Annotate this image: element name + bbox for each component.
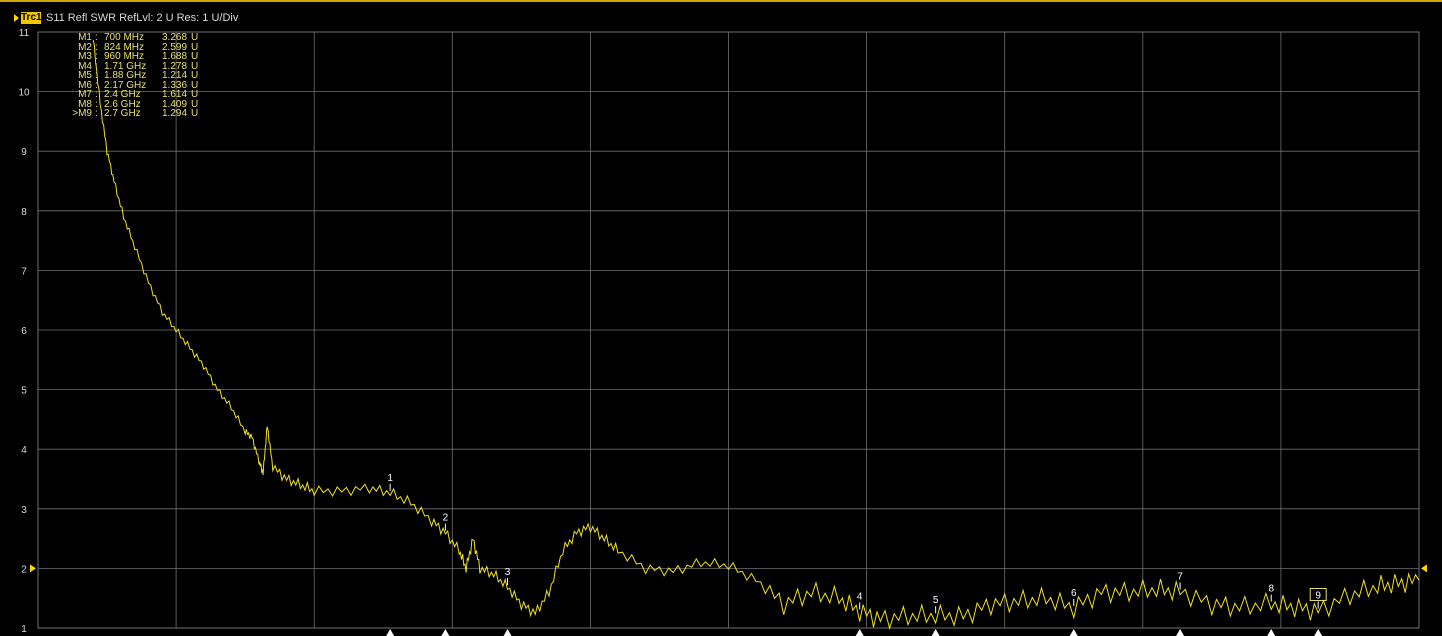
marker-label: 6	[1071, 588, 1077, 599]
marker-frequency: 2.17 GHz	[104, 79, 147, 91]
marker-position-triangle-icon	[1069, 629, 1078, 636]
marker-separator: :	[95, 108, 98, 119]
y-tick-label: 6	[21, 326, 27, 337]
marker-name: M6	[78, 79, 92, 91]
marker-value: 1.214	[162, 70, 188, 81]
marker-name: M2	[78, 41, 92, 53]
marker-separator: :	[95, 41, 98, 53]
marker-value: 2.599	[162, 41, 188, 53]
marker-position-triangle-icon	[1176, 629, 1185, 636]
y-tick-label: 9	[21, 147, 27, 158]
marker-separator: :	[95, 98, 98, 110]
active-marker-box	[1309, 587, 1327, 601]
marker-frequency: 2.7 GHz	[104, 108, 141, 119]
marker-position-triangle-icon	[1314, 629, 1323, 636]
trace-badge-label: Trc1	[21, 12, 42, 24]
y-tick-label: 2	[21, 564, 27, 575]
marker-label: 3	[505, 567, 511, 578]
marker-unit: U	[191, 32, 199, 43]
marker-frequency: 700 MHz	[104, 32, 145, 43]
marker-separator: :	[95, 32, 98, 43]
marker-frequency: 824 MHz	[104, 41, 145, 53]
marker-frequency: 960 MHz	[104, 51, 145, 62]
marker-name: M7	[78, 89, 92, 100]
swr-trace-line	[92, 39, 1420, 631]
marker-label: 4	[857, 591, 863, 602]
marker-frequency: 2.4 GHz	[104, 89, 141, 100]
marker-name: M1	[78, 32, 92, 43]
reference-level-left-icon	[30, 564, 36, 573]
marker-value: 1.688	[162, 51, 188, 62]
marker-position-triangle-icon	[931, 629, 940, 636]
marker-unit: U	[191, 41, 199, 53]
y-tick-label: 10	[18, 88, 30, 99]
marker-label: 8	[1268, 584, 1274, 595]
y-tick-label: 3	[21, 505, 27, 516]
marker-position-triangle-icon	[503, 629, 512, 636]
marker-separator: :	[95, 79, 98, 91]
trace-title: S11 Refl SWR RefLvl: 2 U Res: 1 U/Div	[46, 12, 239, 24]
marker-unit: U	[191, 98, 199, 110]
marker-position-triangle-icon	[855, 629, 864, 636]
marker-name: >M9	[72, 108, 92, 119]
marker-label: 2	[443, 513, 449, 524]
marker-value: 1.409	[162, 98, 188, 110]
marker-unit: U	[191, 108, 199, 119]
marker-value: 1.336	[162, 79, 188, 91]
y-tick-label: 1	[21, 624, 27, 635]
marker-frequency: 1.71 GHz	[104, 60, 147, 72]
y-tick-label: 5	[21, 386, 27, 397]
marker-unit: U	[191, 89, 199, 100]
trace-active-arrow-icon	[14, 14, 19, 22]
marker-name: M3	[78, 51, 92, 62]
marker-value: 1.278	[162, 60, 188, 72]
marker-position-triangle-icon	[441, 629, 450, 636]
marker-frequency: 2.6 GHz	[104, 98, 141, 110]
marker-separator: :	[95, 70, 98, 81]
reference-level-right-icon	[1421, 564, 1427, 573]
marker-unit: U	[191, 70, 199, 81]
y-tick-label: 4	[21, 445, 27, 456]
marker-label: 7	[1177, 571, 1183, 582]
marker-unit: U	[191, 51, 199, 62]
marker-value: 1.614	[162, 89, 188, 100]
marker-label: 5	[933, 595, 939, 606]
marker-label: 9	[1315, 590, 1321, 601]
marker-unit: U	[191, 79, 199, 91]
trace-badge[interactable]: Trc1	[14, 12, 44, 24]
marker-unit: U	[191, 60, 199, 72]
marker-name: M4	[78, 60, 92, 72]
marker-separator: :	[95, 60, 98, 72]
y-tick-label: 8	[21, 207, 27, 218]
marker-name: M5	[78, 70, 92, 81]
y-tick-label: 7	[21, 266, 27, 277]
y-tick-label: 11	[19, 28, 30, 39]
marker-separator: :	[95, 89, 98, 100]
marker-frequency: 1.88 GHz	[104, 70, 147, 81]
top-status-bar	[0, 0, 1442, 8]
marker-position-triangle-icon	[386, 629, 395, 636]
marker-separator: :	[95, 51, 98, 62]
marker-value: 1.294	[162, 108, 188, 119]
marker-value: 3.268	[162, 32, 188, 43]
marker-position-triangle-icon	[1267, 629, 1276, 636]
marker-label: 1	[387, 473, 393, 484]
marker-name: M8	[78, 98, 92, 110]
